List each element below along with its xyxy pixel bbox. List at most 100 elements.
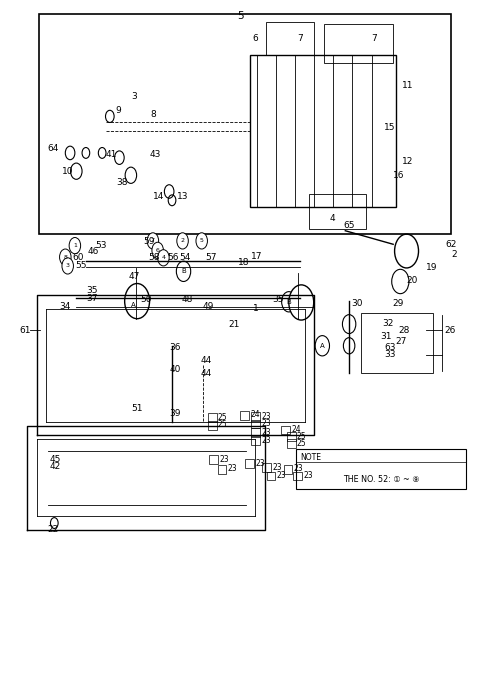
Text: 34: 34 [59, 302, 71, 311]
Text: 7: 7 [372, 34, 377, 43]
Text: 44: 44 [201, 369, 212, 378]
Text: B: B [287, 299, 291, 305]
Bar [287, 433, 296, 441]
Text: 51: 51 [131, 403, 143, 412]
Text: 2: 2 [452, 250, 457, 259]
Circle shape [152, 242, 163, 258]
Bar [250, 55, 396, 207]
Bar [310, 194, 366, 229]
Text: 24: 24 [291, 425, 301, 434]
Circle shape [289, 285, 314, 320]
Text: 23: 23 [303, 471, 313, 480]
Text: 44: 44 [201, 356, 212, 365]
Circle shape [342, 315, 356, 334]
Circle shape [196, 233, 207, 249]
Text: 25: 25 [297, 439, 307, 447]
Circle shape [176, 261, 191, 281]
Text: 7: 7 [151, 239, 155, 243]
Circle shape [69, 237, 81, 254]
Bar [284, 465, 292, 474]
Text: 26: 26 [445, 325, 456, 335]
Text: 23: 23 [261, 412, 271, 420]
Text: 7: 7 [298, 34, 303, 43]
Text: B: B [181, 268, 186, 275]
Text: 3: 3 [131, 92, 137, 101]
Text: 2: 2 [180, 239, 185, 243]
Text: 23: 23 [261, 419, 271, 428]
Text: 6: 6 [252, 34, 258, 43]
Text: 23: 23 [255, 459, 265, 468]
Text: NOTE: NOTE [300, 454, 321, 462]
Circle shape [343, 338, 355, 354]
Bar [287, 439, 296, 448]
Text: 9: 9 [116, 106, 121, 115]
Text: 56: 56 [167, 254, 179, 262]
Text: 22: 22 [48, 525, 59, 534]
Text: 15: 15 [384, 123, 395, 132]
Bar [251, 412, 260, 421]
Text: 39: 39 [169, 409, 180, 418]
Text: 29: 29 [392, 298, 404, 308]
Text: 58: 58 [148, 254, 160, 262]
Circle shape [315, 336, 329, 356]
Text: 25: 25 [297, 432, 307, 441]
Text: 16: 16 [393, 171, 405, 180]
Text: 3: 3 [66, 264, 70, 268]
Text: 17: 17 [251, 252, 262, 261]
Text: 42: 42 [49, 462, 61, 471]
Bar [267, 472, 276, 481]
Bar [39, 14, 451, 234]
Text: 35: 35 [273, 295, 284, 304]
Text: 4: 4 [330, 214, 336, 223]
Bar [251, 420, 260, 428]
Circle shape [127, 295, 141, 315]
Text: 5: 5 [200, 239, 204, 243]
Text: 18: 18 [238, 258, 249, 267]
Text: 62: 62 [446, 240, 457, 249]
Text: 32: 32 [383, 319, 394, 328]
Text: 41: 41 [106, 151, 118, 159]
Circle shape [62, 258, 73, 274]
Text: 43: 43 [149, 151, 160, 159]
Text: 49: 49 [203, 302, 214, 311]
Text: 11: 11 [402, 81, 413, 89]
Text: 8: 8 [63, 255, 67, 260]
Bar [297, 449, 467, 490]
Circle shape [60, 249, 71, 265]
Circle shape [125, 283, 150, 319]
Bar [217, 465, 226, 474]
Circle shape [177, 233, 188, 249]
Text: A: A [320, 343, 324, 348]
Text: 23: 23 [294, 464, 303, 473]
Bar [251, 428, 260, 437]
Bar [293, 472, 302, 481]
Circle shape [157, 250, 169, 266]
Text: 65: 65 [343, 221, 354, 230]
Text: 45: 45 [49, 455, 61, 464]
Text: 59: 59 [144, 237, 155, 246]
Text: 5: 5 [237, 11, 243, 20]
Text: 50: 50 [141, 295, 152, 304]
Text: 30: 30 [351, 298, 362, 308]
Text: 6: 6 [156, 248, 160, 253]
Text: 60: 60 [72, 254, 84, 262]
Text: 25: 25 [218, 413, 228, 422]
Text: 28: 28 [398, 325, 409, 335]
Text: 36: 36 [169, 342, 180, 352]
Bar [251, 437, 260, 445]
Bar [360, 313, 433, 373]
Text: 8: 8 [150, 110, 156, 119]
Text: 35: 35 [86, 286, 97, 295]
Text: 23: 23 [228, 464, 237, 473]
Text: 10: 10 [62, 167, 73, 176]
Text: 14: 14 [153, 193, 164, 201]
Text: 53: 53 [96, 241, 107, 250]
Bar [266, 22, 314, 55]
Bar [281, 426, 290, 435]
Text: 48: 48 [181, 295, 193, 304]
Circle shape [282, 292, 296, 312]
Text: 19: 19 [426, 263, 437, 272]
Text: 31: 31 [380, 332, 392, 342]
Bar [209, 456, 218, 464]
Text: 38: 38 [117, 178, 128, 186]
